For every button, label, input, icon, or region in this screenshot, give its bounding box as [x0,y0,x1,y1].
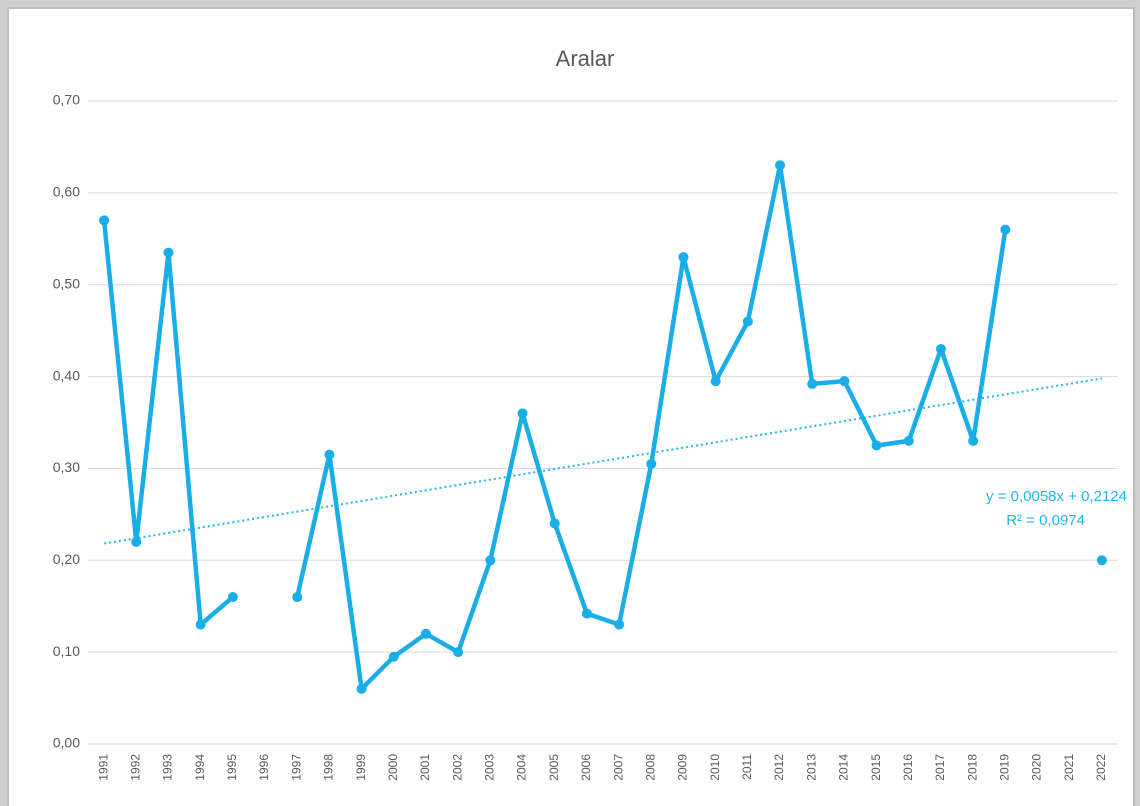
x-tick-label: 2016 [901,754,915,781]
x-tick-label: 2002 [450,754,464,781]
marker [1096,555,1107,566]
marker [742,316,753,327]
x-tick-label: 2020 [1030,754,1044,781]
x-tick-label: 2014 [837,754,851,781]
x-tick-label: 2005 [547,754,561,781]
y-tick-label: 0,50 [53,275,80,291]
x-tick-label: 1996 [257,754,271,781]
x-tick-label: 1999 [354,754,368,781]
marker [324,449,335,460]
x-tick-label: 2013 [804,754,818,781]
x-tick-label: 1995 [225,754,239,781]
y-tick-label: 0,00 [53,735,80,751]
marker [163,247,174,258]
marker [678,252,689,263]
x-tick-label: 2003 [483,754,497,781]
x-tick-label: 1991 [96,754,110,781]
x-tick-label: 2004 [515,754,529,781]
marker [549,518,560,529]
marker [646,458,657,469]
trendline-equation: y = 0,0058x + 0,2124 [986,488,1127,505]
x-tick-label: 2018 [965,754,979,781]
trendline-r2: R² = 0,0974 [1006,512,1085,529]
y-tick-label: 0,20 [53,551,80,567]
x-tick-label: 2006 [579,754,593,781]
trendline [103,377,1103,545]
marker [1000,224,1011,235]
x-tick-label: 2022 [1094,754,1108,781]
marker [968,435,979,446]
marker [581,608,592,619]
x-tick-label: 1997 [289,754,303,781]
x-tick-label: 2019 [998,754,1012,781]
x-tick-label: 2000 [386,754,400,781]
x-tick-label: 2017 [933,754,947,781]
x-tick-label: 2007 [611,754,625,781]
marker [99,215,110,226]
marker [903,435,914,446]
marker [292,592,303,603]
y-tick-label: 0,40 [53,367,80,383]
marker [227,592,238,603]
x-tick-label: 1994 [193,754,207,781]
marker [517,408,528,419]
x-tick-label: 1992 [128,754,142,781]
marker [195,619,206,630]
marker [453,647,464,658]
x-tick-label: 2008 [643,754,657,781]
x-tick-label: 2012 [772,754,786,781]
x-tick-label: 2021 [1062,754,1076,781]
x-tick-label: 2011 [740,754,754,780]
marker [420,628,431,639]
y-tick-label: 0,30 [53,459,80,475]
y-tick-label: 0,60 [53,184,80,200]
marker [614,619,625,630]
marker [871,440,882,451]
x-tick-label: 2010 [708,754,722,781]
marker [485,555,496,566]
marker [388,651,399,662]
x-tick-label: 2001 [418,754,432,781]
marker [710,376,721,387]
marker [839,376,850,387]
marker [775,160,786,171]
marker [807,378,818,389]
x-tick-label: 2015 [869,754,883,781]
x-tick-label: 1998 [322,754,336,781]
y-tick-label: 0,70 [53,92,80,108]
marker [131,536,142,547]
x-tick-label: 2009 [676,754,690,781]
marker [356,683,367,694]
y-tick-label: 0,10 [53,643,80,659]
marker [935,344,946,355]
chart-frame [7,7,1135,806]
chart-title: Aralar [556,46,615,71]
x-tick-label: 1993 [161,754,175,781]
